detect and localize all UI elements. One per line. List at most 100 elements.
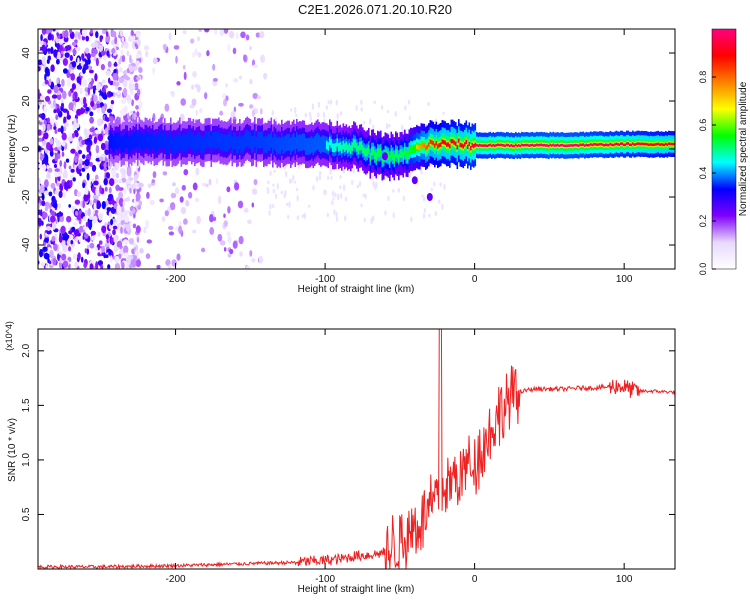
noise-blob (156, 264, 161, 269)
noise-blob (336, 112, 339, 120)
y-tick-label: 1.0 (21, 453, 32, 467)
ridge-cell (558, 144, 561, 148)
noise-blob (111, 47, 116, 54)
noise-blob (81, 154, 86, 159)
ridge-cell (581, 143, 583, 147)
ridge-cell (519, 144, 522, 148)
ridge-cell (521, 143, 523, 147)
ridge-cell (381, 154, 384, 164)
ridge-cell (624, 143, 627, 147)
noise-blob (65, 45, 72, 51)
noise-blob (108, 178, 115, 187)
branch-blob (411, 176, 418, 185)
noise-blob (164, 210, 169, 217)
noise-blob (118, 76, 124, 84)
noise-blob (77, 57, 80, 65)
ridge-cell (296, 132, 298, 149)
noise-blob (82, 226, 88, 231)
noise-blob (248, 45, 253, 51)
noise-blob (43, 132, 49, 140)
noise-blob (46, 123, 51, 131)
noise-blob (69, 54, 74, 62)
noise-blob (86, 244, 90, 249)
noise-blob (352, 166, 356, 174)
noise-blob (62, 58, 69, 66)
noise-blob (423, 207, 427, 213)
ridge-cell (135, 130, 138, 147)
ridge-cell (438, 143, 441, 148)
noise-blob (205, 183, 209, 188)
noise-blob (294, 106, 297, 114)
noise-blob (122, 200, 126, 207)
ridge-cell (429, 139, 432, 144)
noise-blob (360, 203, 363, 208)
noise-blob (53, 109, 57, 114)
ridge-cell (605, 143, 607, 146)
noise-blob (105, 143, 109, 152)
ridge-cell (206, 131, 208, 149)
ridge-cell (362, 144, 364, 154)
ridge-cell (477, 144, 480, 147)
noise-blob (93, 180, 99, 186)
noise-blob (239, 251, 243, 257)
noise-blob (133, 213, 136, 218)
noise-blob (164, 103, 170, 112)
noise-blob (126, 263, 130, 269)
x-tick-label: 0 (472, 574, 478, 585)
ridge-cell (350, 145, 352, 154)
noise-blob (93, 48, 98, 55)
noise-blob (112, 225, 118, 230)
noise-blob (392, 189, 395, 193)
noise-blob (124, 105, 128, 113)
ridge-cell (512, 144, 514, 148)
noise-blob (86, 52, 91, 60)
noise-blob (136, 38, 141, 47)
noise-blob (111, 64, 114, 72)
ridge-cell (219, 133, 222, 151)
ridge-cell (569, 144, 571, 147)
ridge-cell (188, 131, 190, 148)
ridge-cell (377, 147, 379, 157)
ridge-cell (150, 134, 153, 152)
ridge-cell (639, 142, 642, 146)
noise-blob (134, 82, 139, 89)
noise-blob (115, 172, 119, 179)
noise-blob (245, 265, 250, 269)
noise-blob (40, 112, 46, 120)
ridge-cell (132, 131, 135, 149)
noise-blob (121, 261, 125, 269)
noise-blob (105, 34, 111, 43)
ridge-cell (243, 133, 246, 151)
ridge-cell (485, 144, 487, 147)
noise-blob (70, 73, 76, 81)
ridge-cell (644, 142, 646, 146)
ridge-cell (273, 132, 276, 150)
noise-blob (351, 179, 354, 186)
noise-blob (43, 100, 46, 106)
ridge-cell (161, 130, 163, 147)
noise-blob (45, 264, 49, 269)
noise-blob (219, 110, 224, 116)
noise-blob (333, 209, 336, 215)
noise-blob (101, 200, 106, 210)
noise-blob (304, 112, 307, 118)
noise-blob (100, 161, 104, 167)
noise-blob (441, 203, 444, 211)
noise-blob (152, 57, 158, 65)
noise-blob (51, 221, 57, 230)
noise-blob (183, 71, 187, 81)
noise-blob (52, 258, 57, 266)
ridge-cell (297, 135, 300, 152)
noise-blob (113, 235, 118, 243)
noise-blob (103, 162, 107, 169)
noise-blob (54, 175, 58, 184)
noise-blob (230, 111, 236, 118)
ridge-cell (549, 143, 552, 147)
noise-blob (106, 207, 112, 212)
noise-blob (121, 174, 127, 179)
ridge-cell (611, 143, 613, 146)
ridge-cell (591, 143, 594, 147)
noise-blob (114, 262, 121, 269)
ridge-cell (345, 141, 348, 151)
noise-blob (130, 183, 136, 190)
